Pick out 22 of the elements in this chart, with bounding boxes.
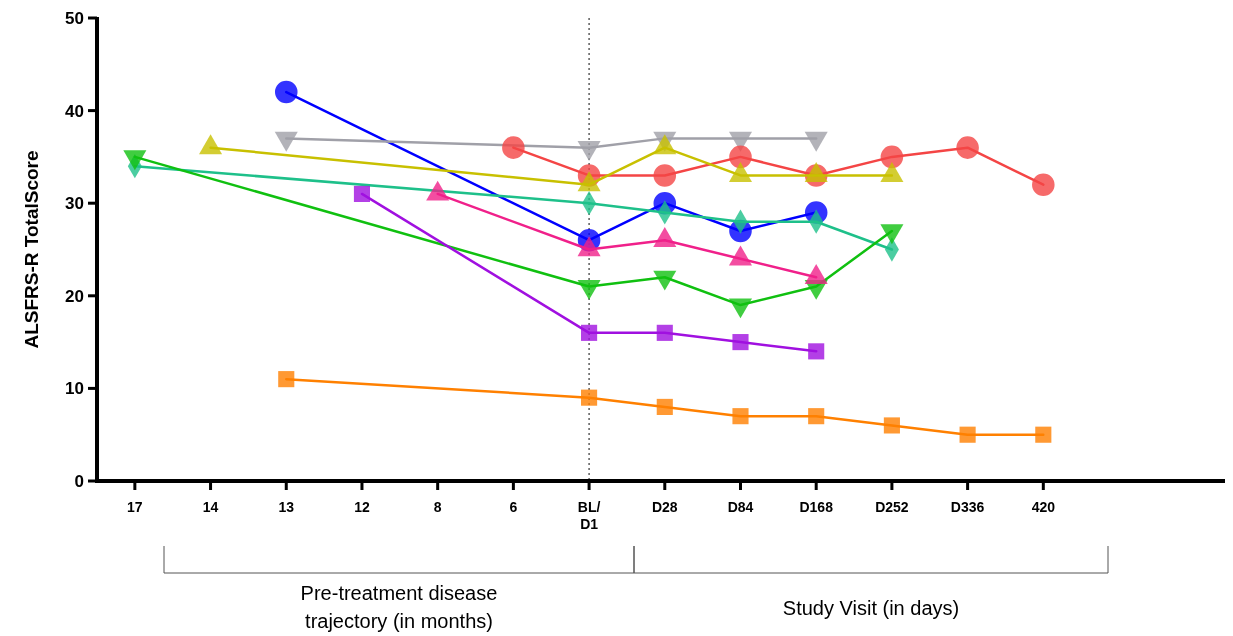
- x-tick-label: 8: [433, 499, 442, 515]
- x-tick-label: BL/ D1: [577, 499, 601, 532]
- x-tick-label: 12: [354, 499, 370, 515]
- y-tick-label: 30: [65, 194, 84, 214]
- x-tick-label: 6: [509, 499, 518, 515]
- x-tick-label: D252: [875, 499, 909, 515]
- x-tick-label: D28: [651, 499, 678, 515]
- y-tick-label: 20: [65, 286, 84, 306]
- text: Study Visit (in days): [782, 597, 960, 619]
- x-tick-label: 17: [127, 499, 143, 515]
- y-tick-label: 50: [65, 8, 84, 28]
- y-tick-label: 10: [65, 379, 84, 399]
- x-tick-label: 420: [1031, 499, 1056, 515]
- x-tick-label: 13: [278, 499, 295, 515]
- y-tick-label: 40: [65, 101, 84, 121]
- y-axis-title: ALSFRS-R TotalScore: [21, 150, 42, 349]
- x-tick-label: D168: [799, 499, 834, 515]
- y-tick-label: 0: [74, 471, 84, 491]
- x-tick-label: 14: [202, 499, 219, 515]
- x-tick-label: D336: [950, 499, 985, 515]
- text: Pre-treatment disease trajectory (in months): [300, 582, 498, 632]
- x-tick-label: D84: [727, 499, 754, 515]
